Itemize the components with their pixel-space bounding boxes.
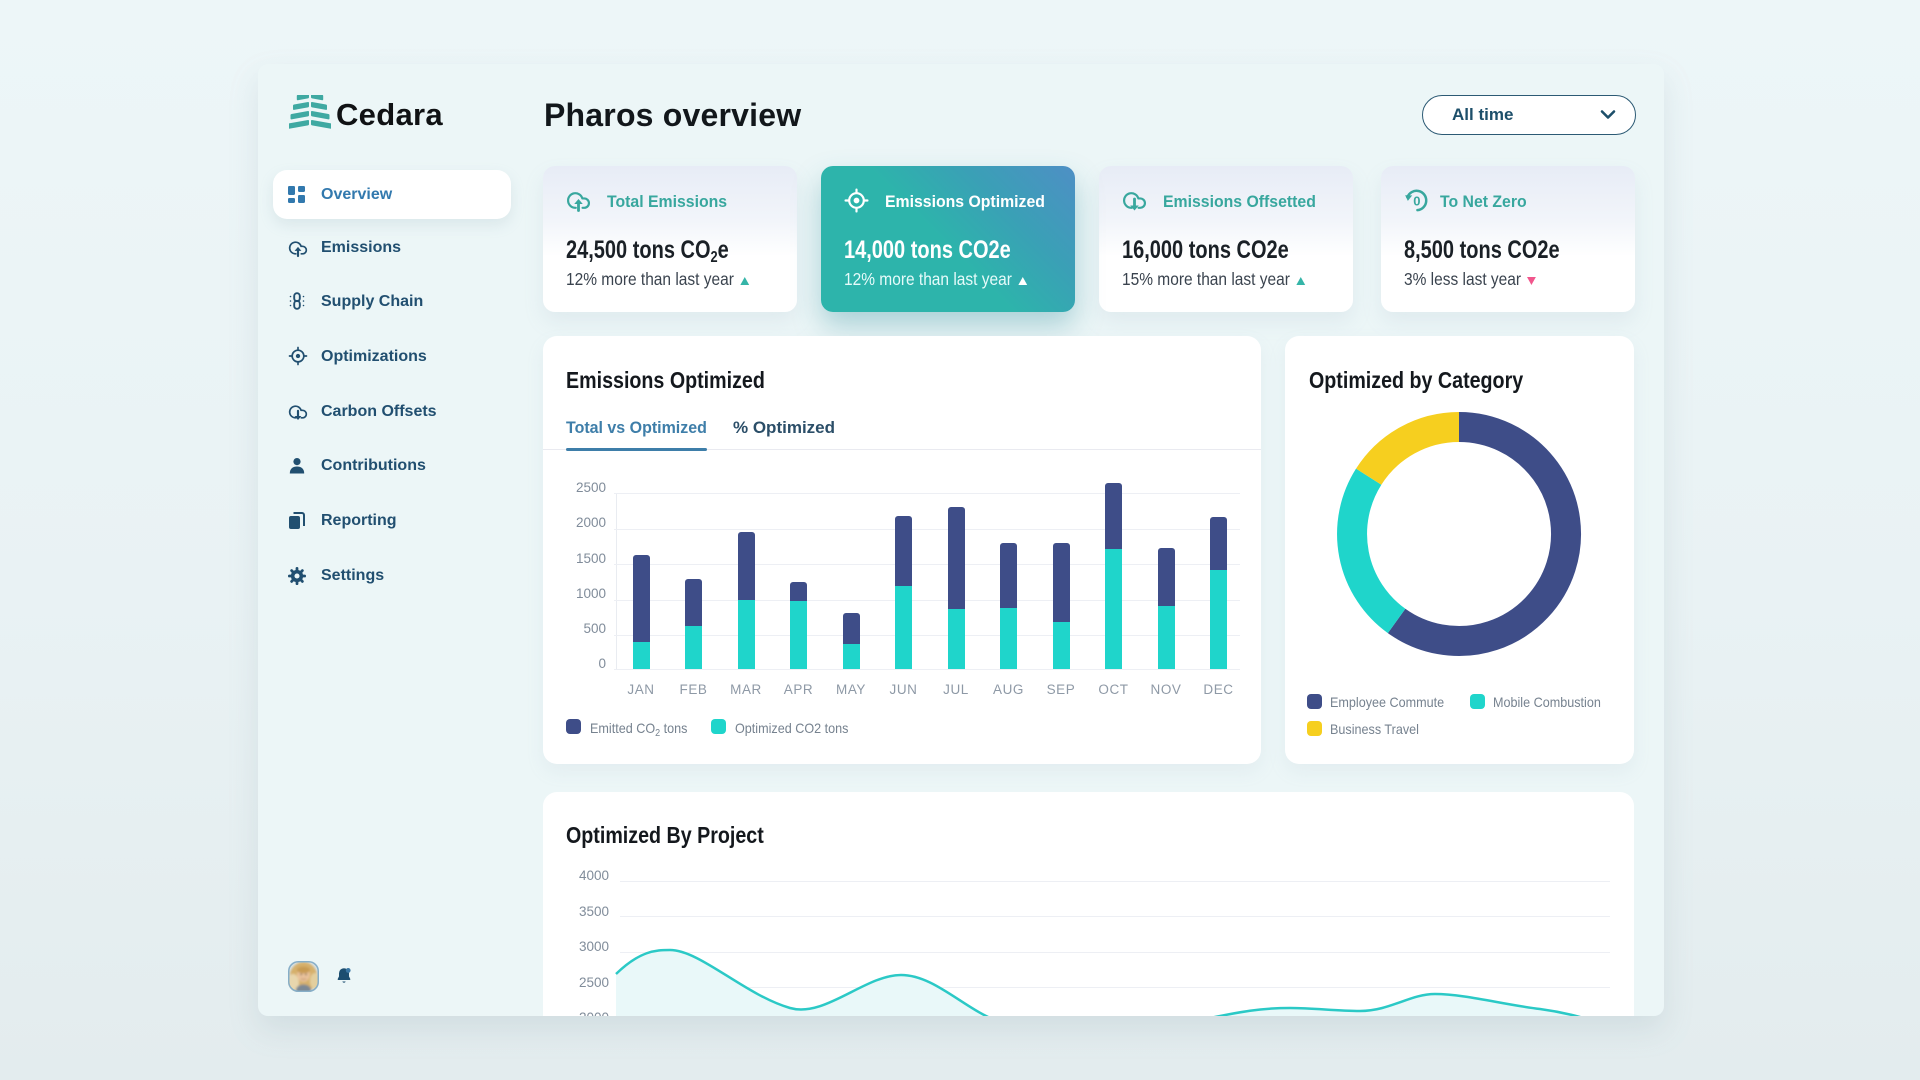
- svg-text:0: 0: [1413, 193, 1420, 208]
